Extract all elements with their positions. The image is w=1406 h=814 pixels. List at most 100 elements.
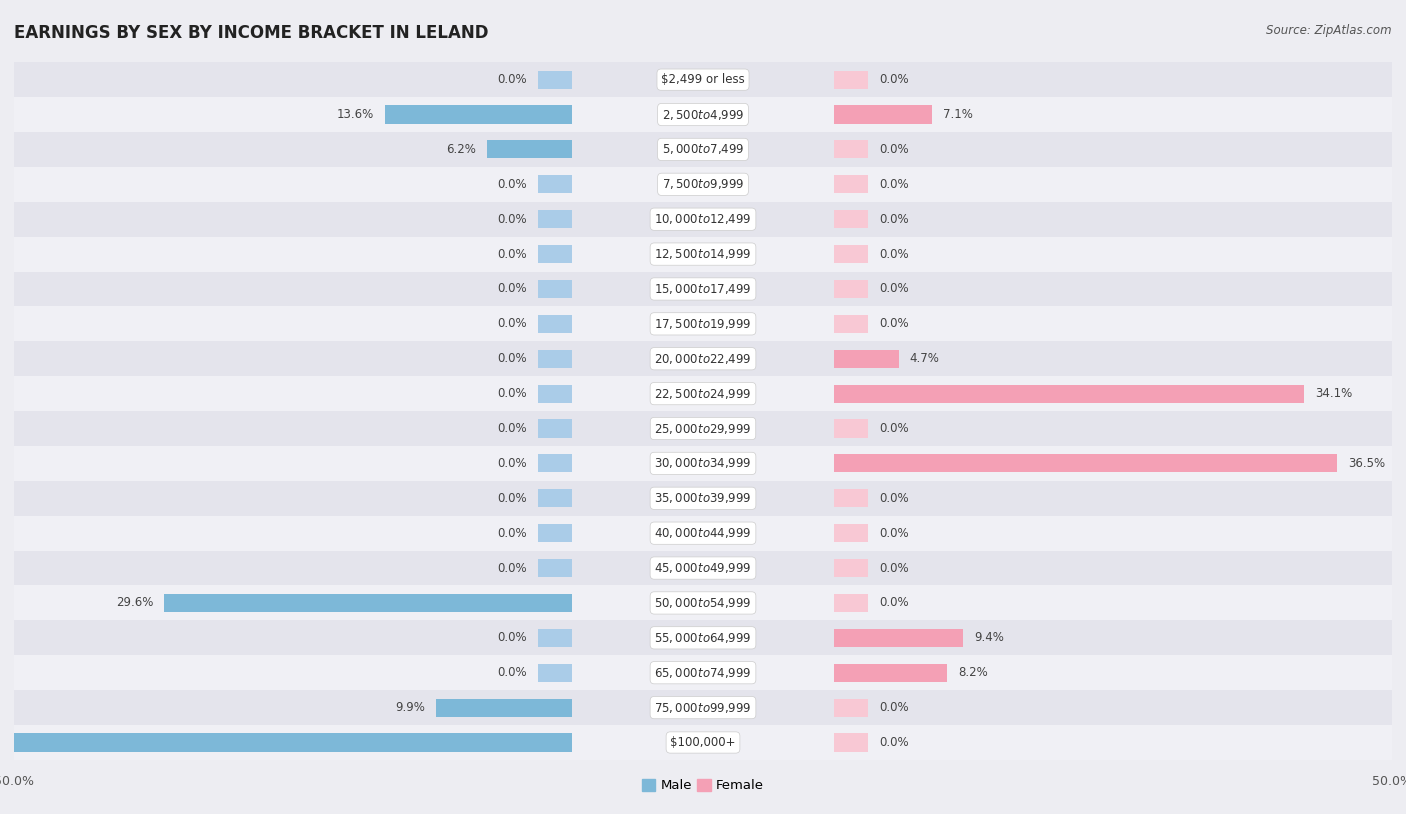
Legend: Male, Female: Male, Female: [637, 773, 769, 798]
Text: 34.1%: 34.1%: [1315, 387, 1353, 400]
Bar: [537, 175, 572, 194]
Text: $2,500 to $4,999: $2,500 to $4,999: [662, 107, 744, 121]
Bar: [834, 315, 869, 333]
Text: 0.0%: 0.0%: [496, 457, 527, 470]
Bar: [14, 446, 1392, 481]
Bar: [834, 175, 869, 194]
Bar: [14, 202, 1392, 237]
Text: 9.9%: 9.9%: [395, 701, 425, 714]
Text: $75,000 to $99,999: $75,000 to $99,999: [654, 701, 752, 715]
Text: 4.7%: 4.7%: [910, 352, 939, 365]
Bar: [834, 210, 869, 228]
Text: 0.0%: 0.0%: [496, 422, 527, 435]
Bar: [14, 411, 1392, 446]
Text: 0.0%: 0.0%: [496, 492, 527, 505]
Bar: [834, 628, 963, 647]
Bar: [11, 733, 572, 751]
Bar: [834, 489, 869, 507]
Text: 0.0%: 0.0%: [496, 562, 527, 575]
Text: $5,000 to $7,499: $5,000 to $7,499: [662, 142, 744, 156]
Bar: [834, 140, 869, 159]
Text: $30,000 to $34,999: $30,000 to $34,999: [654, 457, 752, 470]
Text: $12,500 to $14,999: $12,500 to $14,999: [654, 247, 752, 261]
Text: 0.0%: 0.0%: [496, 352, 527, 365]
Bar: [537, 489, 572, 507]
Text: 0.0%: 0.0%: [496, 527, 527, 540]
Text: 0.0%: 0.0%: [879, 143, 910, 156]
Bar: [14, 376, 1392, 411]
Text: 0.0%: 0.0%: [496, 632, 527, 645]
Bar: [834, 71, 869, 89]
Bar: [14, 237, 1392, 272]
Bar: [537, 628, 572, 647]
Text: 6.2%: 6.2%: [446, 143, 475, 156]
Text: 0.0%: 0.0%: [496, 317, 527, 330]
Bar: [834, 245, 869, 263]
Bar: [834, 384, 1303, 403]
Text: 29.6%: 29.6%: [115, 597, 153, 610]
Text: 0.0%: 0.0%: [879, 247, 910, 260]
Text: 0.0%: 0.0%: [879, 422, 910, 435]
Bar: [834, 559, 869, 577]
Bar: [14, 132, 1392, 167]
Bar: [537, 663, 572, 682]
Bar: [834, 663, 946, 682]
Bar: [14, 550, 1392, 585]
Text: $20,000 to $22,499: $20,000 to $22,499: [654, 352, 752, 365]
Text: $22,500 to $24,999: $22,500 to $24,999: [654, 387, 752, 400]
Bar: [436, 698, 572, 716]
Bar: [14, 341, 1392, 376]
Bar: [834, 419, 869, 438]
Bar: [834, 280, 869, 298]
Bar: [537, 315, 572, 333]
Bar: [14, 585, 1392, 620]
Text: EARNINGS BY SEX BY INCOME BRACKET IN LELAND: EARNINGS BY SEX BY INCOME BRACKET IN LEL…: [14, 24, 488, 42]
Text: $2,499 or less: $2,499 or less: [661, 73, 745, 86]
Text: 0.0%: 0.0%: [879, 562, 910, 575]
Text: 0.0%: 0.0%: [879, 212, 910, 225]
Text: 0.0%: 0.0%: [496, 212, 527, 225]
Text: $35,000 to $39,999: $35,000 to $39,999: [654, 492, 752, 505]
Bar: [537, 71, 572, 89]
Bar: [14, 690, 1392, 725]
Bar: [834, 106, 932, 124]
Bar: [537, 419, 572, 438]
Text: Source: ZipAtlas.com: Source: ZipAtlas.com: [1267, 24, 1392, 37]
Text: 9.4%: 9.4%: [974, 632, 1004, 645]
Text: 7.1%: 7.1%: [943, 108, 973, 121]
Text: $15,000 to $17,499: $15,000 to $17,499: [654, 282, 752, 296]
Text: 0.0%: 0.0%: [496, 73, 527, 86]
Bar: [537, 280, 572, 298]
Text: 0.0%: 0.0%: [496, 387, 527, 400]
Text: 0.0%: 0.0%: [879, 736, 910, 749]
Text: $55,000 to $64,999: $55,000 to $64,999: [654, 631, 752, 645]
Bar: [537, 384, 572, 403]
Bar: [537, 454, 572, 472]
Bar: [14, 62, 1392, 97]
Bar: [834, 594, 869, 612]
Bar: [14, 725, 1392, 760]
Bar: [537, 245, 572, 263]
Bar: [834, 698, 869, 716]
Text: 0.0%: 0.0%: [496, 282, 527, 295]
Bar: [834, 454, 1337, 472]
Text: $7,500 to $9,999: $7,500 to $9,999: [662, 177, 744, 191]
Text: 0.0%: 0.0%: [879, 73, 910, 86]
Bar: [486, 140, 572, 159]
Text: $40,000 to $44,999: $40,000 to $44,999: [654, 526, 752, 540]
Text: $10,000 to $12,499: $10,000 to $12,499: [654, 212, 752, 226]
Bar: [537, 524, 572, 542]
Text: 0.0%: 0.0%: [879, 597, 910, 610]
Bar: [834, 350, 898, 368]
Text: 0.0%: 0.0%: [879, 317, 910, 330]
Bar: [537, 350, 572, 368]
Text: 0.0%: 0.0%: [879, 177, 910, 190]
Bar: [165, 594, 572, 612]
Text: 0.0%: 0.0%: [496, 247, 527, 260]
Bar: [14, 97, 1392, 132]
Bar: [14, 272, 1392, 306]
Text: $17,500 to $19,999: $17,500 to $19,999: [654, 317, 752, 330]
Text: 0.0%: 0.0%: [879, 492, 910, 505]
Bar: [834, 733, 869, 751]
Text: $100,000+: $100,000+: [671, 736, 735, 749]
